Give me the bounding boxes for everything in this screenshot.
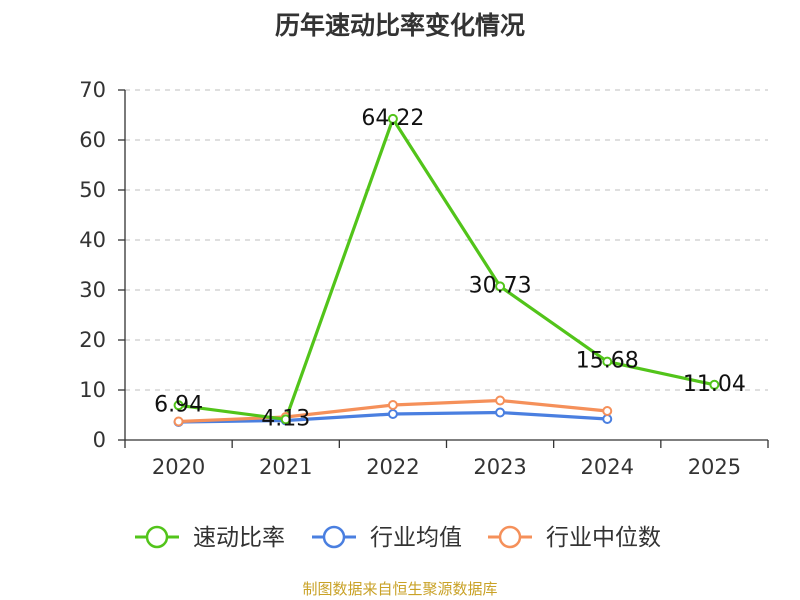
point-行业中位数-2023 (495, 395, 506, 406)
data-label-2025: 11.04 (683, 372, 746, 397)
y-tick-label-50: 50 (79, 178, 106, 202)
point-行业中位数-2024 (602, 406, 613, 416)
y-tick-label-0: 0 (93, 428, 106, 452)
data-label-2022: 64.22 (361, 106, 424, 131)
legend-label-行业中位数: 行业中位数 (546, 525, 661, 551)
point-速动比率-2022 (387, 113, 398, 124)
data-label-2020: 6.94 (154, 392, 203, 417)
point-行业中位数-2020 (173, 416, 184, 427)
y-tick-label-30: 30 (79, 278, 106, 302)
x-tick-label-2021: 2021 (259, 455, 312, 479)
x-axis-ticks: 2020 2021 2022 2023 2024 2025 (124, 440, 769, 479)
point-行业中位数-2022 (387, 400, 398, 410)
point-行业均值-2023 (495, 407, 506, 418)
x-tick-label-2020: 2020 (152, 455, 205, 479)
point-速动比率-2021 (280, 414, 291, 425)
series-points (173, 113, 720, 427)
series-line-速动比率 (178, 117, 715, 421)
legend: 速动比率 行业均值 行业中位数 (135, 525, 661, 551)
x-tick-label-2025: 2025 (688, 455, 741, 479)
point-速动比率-2024 (602, 356, 613, 367)
legend-label-行业均值: 行业均值 (370, 525, 462, 551)
y-tick-label-20: 20 (79, 328, 106, 352)
point-速动比率-2025 (709, 379, 720, 390)
data-label-2024: 15.68 (576, 349, 639, 374)
axes (124, 90, 768, 441)
point-速动比率-2023 (495, 281, 506, 292)
series-lines (178, 117, 715, 424)
x-tick-label-2022: 2022 (366, 455, 419, 479)
data-label-2023: 30.73 (469, 273, 532, 298)
point-速动比率-2020 (173, 400, 184, 411)
legend-marker-行业均值 (322, 525, 346, 549)
y-tick-label-40: 40 (79, 228, 106, 252)
x-tick-label-2024: 2024 (581, 455, 634, 479)
legend-marker-速动比率 (145, 525, 169, 549)
chart-title: 历年速动比率变化情况 (274, 11, 525, 40)
y-axis-ticks: 0 10 20 30 40 50 60 70 (79, 78, 125, 452)
data-labels: 6.94 4.13 64.22 30.73 15.68 11.04 (154, 106, 746, 431)
data-label-2021: 4.13 (261, 406, 310, 431)
legend-marker-行业中位数 (498, 525, 522, 549)
y-tick-label-10: 10 (79, 378, 106, 402)
point-行业均值-2024 (602, 414, 613, 424)
legend-label-速动比率: 速动比率 (193, 525, 285, 551)
y-tick-label-70: 70 (79, 78, 106, 102)
source-note: 制图数据来自恒生聚源数据库 (302, 580, 498, 598)
y-tick-label-60: 60 (79, 128, 106, 152)
x-tick-label-2023: 2023 (473, 455, 526, 479)
point-行业均值-2022 (387, 409, 398, 419)
grid-lines (125, 89, 768, 391)
